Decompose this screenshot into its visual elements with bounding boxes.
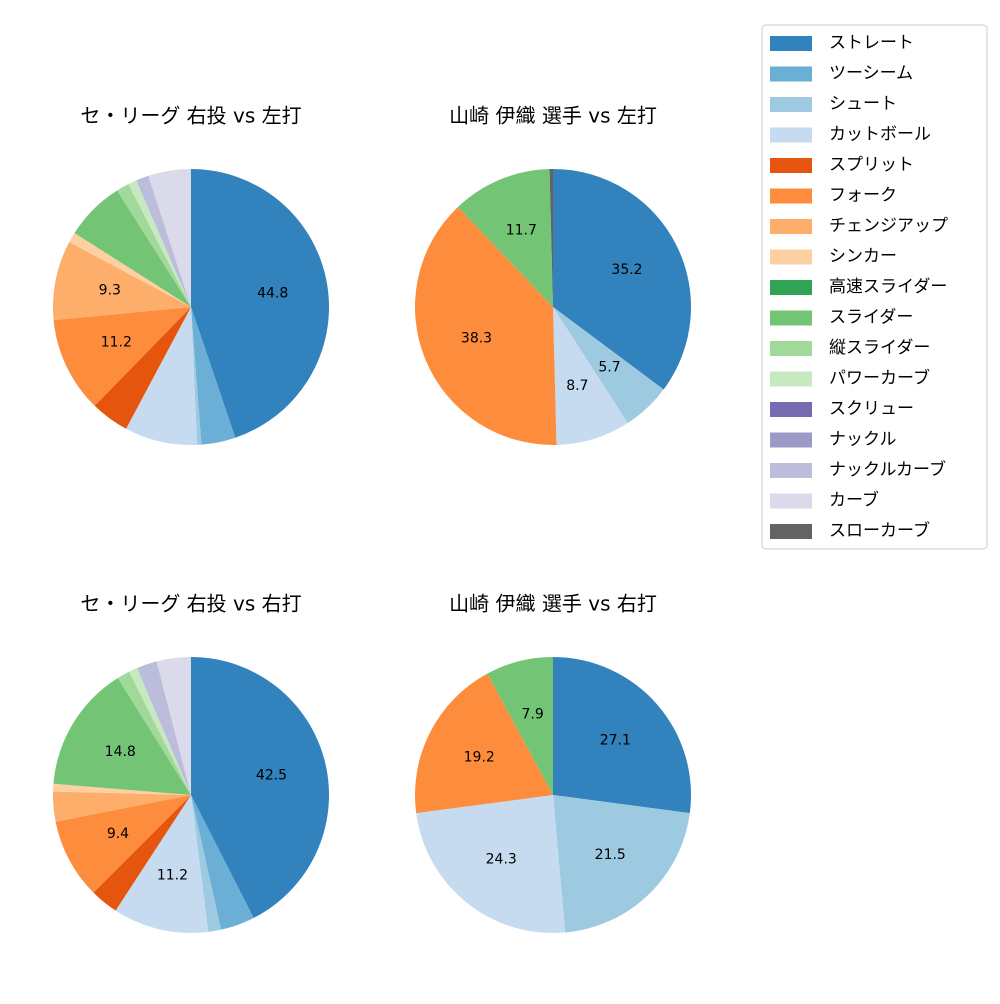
pie-slice	[553, 307, 628, 445]
pie-slice	[191, 169, 329, 438]
legend-label: スローカーブ	[829, 520, 930, 541]
legend-label: シュート	[829, 94, 897, 114]
pie-slice	[126, 307, 198, 445]
pie-slice	[148, 169, 191, 307]
legend-label: スライダー	[829, 308, 913, 328]
pie-slice	[553, 657, 691, 814]
data-label: 8.7	[566, 378, 588, 394]
pie-slice	[69, 233, 191, 307]
chart-title: 山崎 伊織 選手 vs 右打	[449, 592, 657, 616]
pie-slice	[117, 184, 191, 307]
pie-slice	[191, 795, 222, 932]
pie-slice	[549, 169, 553, 307]
legend-label: スクリュー	[829, 399, 914, 419]
pie-slice	[136, 175, 191, 307]
legend-label: パワーカーブ	[829, 368, 930, 389]
data-label: 9.3	[99, 283, 121, 299]
pie-slice	[487, 657, 553, 795]
legend-label: ストレート	[829, 33, 914, 53]
legend-label: スプリット	[829, 155, 914, 175]
data-label: 11.2	[101, 335, 132, 351]
data-label: 35.2	[611, 262, 642, 278]
legend-swatch	[770, 249, 812, 265]
pie-slice	[55, 795, 191, 893]
pie-slice	[115, 795, 209, 933]
data-label: 11.7	[506, 223, 537, 239]
pie-slice	[553, 169, 692, 390]
data-label: 42.5	[256, 768, 287, 784]
pie-slice	[53, 783, 192, 795]
data-label: 11.2	[157, 868, 188, 884]
pie-slice	[191, 307, 236, 445]
legend-swatch	[770, 341, 812, 356]
pie-slice	[416, 795, 566, 933]
data-label: 14.8	[105, 744, 136, 760]
legend-swatch	[770, 402, 812, 417]
pie-slice	[53, 791, 191, 822]
data-label: 19.2	[464, 749, 495, 765]
pie-slice	[191, 307, 202, 445]
legend-swatch	[770, 188, 812, 204]
legend-swatch	[770, 36, 812, 51]
chart-title: セ・リーグ 右投 vs 右打	[80, 592, 301, 616]
legend-label: ナックル	[829, 430, 897, 450]
pie-slice	[553, 795, 690, 933]
pie-slice	[457, 169, 553, 307]
chart-title: 山崎 伊織 選手 vs 左打	[449, 104, 657, 128]
legend-swatch	[770, 432, 812, 448]
legend-swatch	[770, 219, 812, 234]
legend-swatch	[770, 97, 812, 112]
pie-slice	[94, 307, 191, 429]
legend-swatch	[770, 158, 812, 173]
data-label: 27.1	[600, 732, 631, 748]
legend-label: ナックルカーブ	[829, 459, 946, 480]
legend-swatch	[770, 524, 812, 539]
legend-swatch	[770, 463, 812, 478]
pie-slice	[74, 190, 191, 307]
pie-slice	[553, 307, 664, 424]
pie-slice	[117, 671, 191, 795]
chart-title: セ・リーグ 右投 vs 左打	[80, 104, 301, 128]
legend-box	[761, 24, 988, 550]
pie-slice	[156, 657, 191, 795]
legend-label: シンカー	[829, 247, 897, 267]
pie-slice	[93, 795, 191, 911]
data-label: 44.8	[257, 286, 288, 302]
data-label: 7.9	[522, 707, 544, 723]
pie-slice	[53, 307, 191, 406]
legend-swatch	[770, 371, 812, 387]
legend-swatch	[770, 310, 812, 326]
pie-slice	[129, 668, 191, 795]
data-label: 9.4	[107, 826, 129, 842]
data-label: 5.7	[598, 360, 620, 376]
legend-swatch	[770, 493, 812, 509]
data-label: 24.3	[486, 852, 517, 868]
data-label: 38.3	[461, 331, 492, 347]
pie-slice	[53, 678, 192, 795]
pie-slice	[191, 657, 330, 918]
legend-label: 縦スライダー	[829, 338, 930, 358]
pie-slice	[415, 206, 557, 446]
legend-label: カットボール	[829, 125, 931, 145]
legend-swatch	[770, 66, 812, 82]
pie-slice	[128, 180, 191, 307]
pie-slice	[136, 661, 191, 795]
legend-label: フォーク	[829, 186, 897, 206]
legend-label: 高速スライダー	[829, 277, 947, 297]
pie-slice	[191, 795, 254, 930]
legend-swatch	[770, 127, 812, 143]
pie-slice	[415, 673, 553, 814]
legend-label: チェンジアップ	[829, 216, 948, 236]
data-label: 21.5	[595, 847, 626, 863]
legend-swatch	[770, 280, 812, 295]
legend-label: ツーシーム	[829, 64, 913, 84]
pie-slice	[53, 242, 192, 320]
legend-label: カーブ	[829, 490, 879, 511]
